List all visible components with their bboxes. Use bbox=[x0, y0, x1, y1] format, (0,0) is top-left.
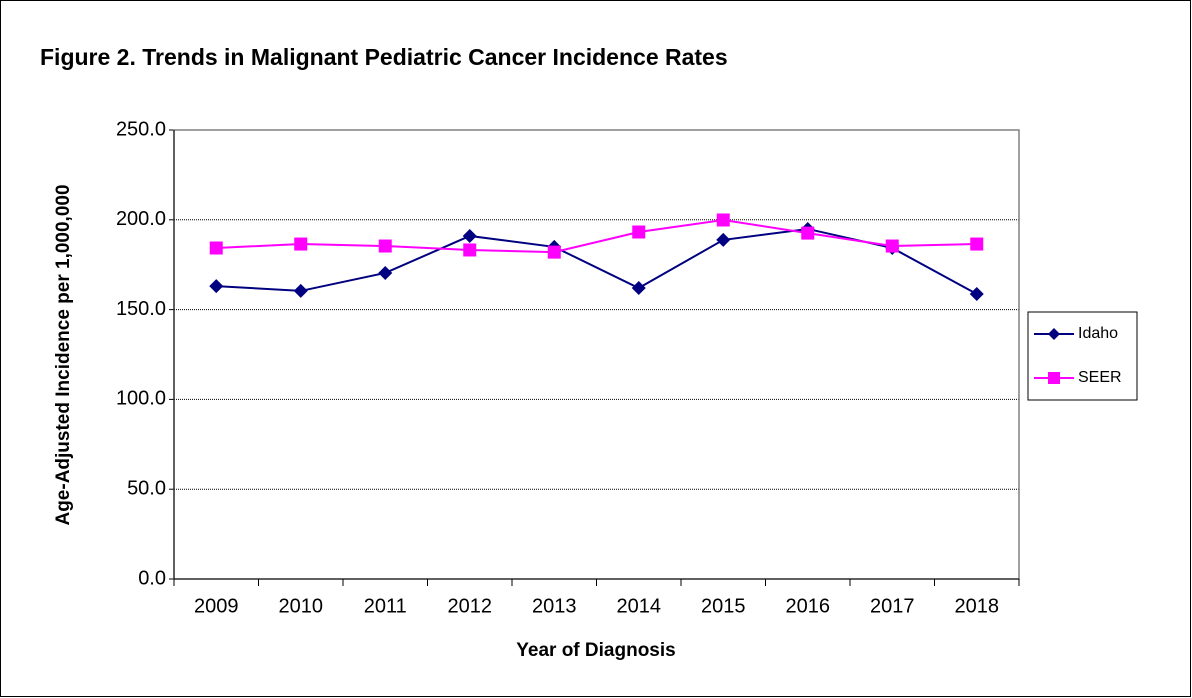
marker bbox=[547, 245, 561, 259]
x-tick-label: 2016 bbox=[786, 595, 831, 617]
y-tick-label: 50.0 bbox=[127, 477, 166, 499]
chart-title: Figure 2. Trends in Malignant Pediatric … bbox=[40, 44, 728, 70]
x-tick-label: 2011 bbox=[364, 595, 407, 617]
y-tick-label: 0.0 bbox=[138, 567, 166, 589]
marker bbox=[632, 225, 646, 239]
x-tick-label: 2012 bbox=[448, 595, 493, 617]
x-tick-label: 2018 bbox=[955, 595, 1000, 617]
series-line bbox=[216, 218, 977, 254]
marker bbox=[970, 237, 984, 251]
y-axis-label: Age-Adjusted Incidence per 1,000,000 bbox=[53, 184, 74, 525]
x-tick-label: 2010 bbox=[279, 595, 324, 617]
x-axis-label: Year of Diagnosis bbox=[516, 640, 675, 661]
marker bbox=[631, 281, 646, 296]
marker bbox=[462, 228, 477, 243]
legend-box bbox=[1027, 311, 1138, 401]
y-tick-label: 150.0 bbox=[116, 298, 166, 320]
marker bbox=[1048, 372, 1060, 384]
x-tick-label: 2009 bbox=[194, 595, 239, 617]
marker bbox=[378, 239, 392, 253]
x-tick-label: 2017 bbox=[870, 595, 915, 617]
marker bbox=[1048, 328, 1060, 340]
marker bbox=[716, 213, 730, 227]
y-tick-label: 250.0 bbox=[116, 118, 166, 140]
marker bbox=[969, 286, 984, 301]
marker bbox=[716, 232, 731, 247]
marker bbox=[885, 239, 899, 253]
y-tick-label: 100.0 bbox=[116, 388, 166, 410]
x-tick-label: 2013 bbox=[532, 595, 577, 617]
marker bbox=[463, 243, 477, 257]
legend-label: SEER bbox=[1078, 369, 1122, 386]
x-tick-label: 2015 bbox=[701, 595, 746, 617]
y-tick-label: 200.0 bbox=[116, 208, 166, 230]
marker bbox=[209, 279, 224, 294]
marker bbox=[378, 265, 393, 280]
marker bbox=[801, 226, 815, 240]
legend-label: Idaho bbox=[1078, 325, 1118, 342]
marker bbox=[293, 283, 308, 298]
series-line bbox=[216, 227, 978, 295]
marker bbox=[209, 241, 223, 255]
marker bbox=[294, 237, 308, 251]
x-tick-label: 2014 bbox=[617, 595, 662, 617]
